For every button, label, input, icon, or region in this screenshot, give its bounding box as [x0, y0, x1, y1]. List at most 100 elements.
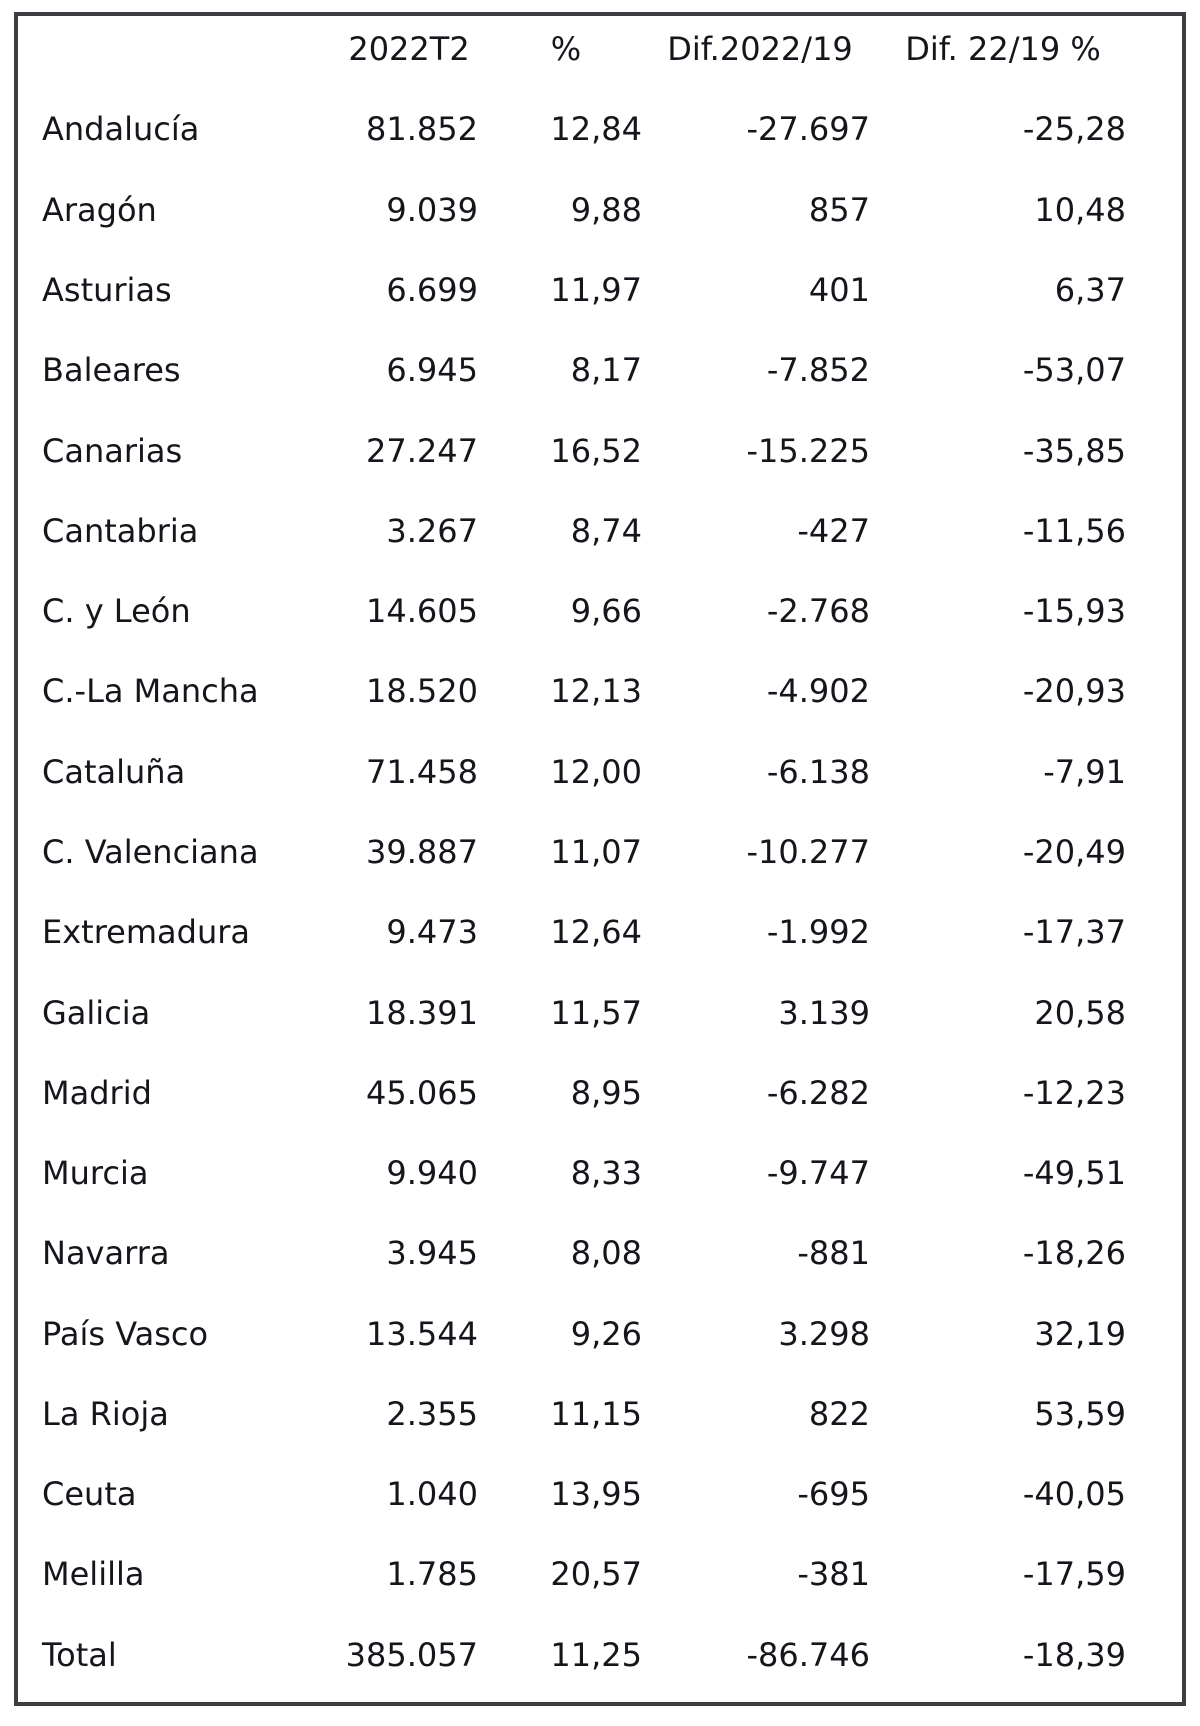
value-cell: 8,08: [570, 1234, 642, 1273]
value-cell: 14.605: [366, 592, 478, 631]
value-cell: -20,93: [1022, 672, 1126, 711]
value-cell: 1.040: [386, 1475, 478, 1514]
table-row: Murcia 9.940 8,33 -9.747 -49,51: [18, 1140, 1182, 1220]
region-cell: Murcia: [42, 1154, 149, 1193]
value-cell: 3.267: [386, 511, 478, 550]
value-cell: 53,59: [1034, 1394, 1126, 1433]
value-cell: -15.225: [746, 431, 870, 470]
value-cell: 12,13: [550, 672, 642, 711]
region-cell: Asturias: [42, 270, 172, 309]
table-row-total: Total 385.057 11,25 -86.746 -18,39: [18, 1622, 1182, 1702]
value-cell: -18,26: [1022, 1234, 1126, 1273]
value-cell: 822: [808, 1394, 870, 1433]
regional-data-table: 2022T2 % Dif.2022/19 Dif. 22/19 % Andalu…: [18, 16, 1182, 1702]
value-cell: 9,88: [570, 190, 642, 229]
column-header-dif-2022-19: Dif.2022/19: [667, 30, 853, 69]
value-cell: 10,48: [1034, 190, 1126, 229]
region-cell: Canarias: [42, 431, 183, 470]
region-cell: Total: [42, 1635, 117, 1674]
table-row: Navarra 3.945 8,08 -881 -18,26: [18, 1220, 1182, 1300]
table-row: Extremadura 9.473 12,64 -1.992 -17,37: [18, 899, 1182, 979]
region-cell: Madrid: [42, 1073, 152, 1112]
value-cell: 11,25: [550, 1635, 642, 1674]
value-cell: 27.247: [366, 431, 478, 470]
table-row: Cantabria 3.267 8,74 -427 -11,56: [18, 498, 1182, 578]
value-cell: 16,52: [550, 431, 642, 470]
value-cell: -6.282: [766, 1073, 870, 1112]
region-cell: Melilla: [42, 1555, 145, 1594]
value-cell: 45.065: [366, 1073, 478, 1112]
value-cell: -86.746: [746, 1635, 870, 1674]
value-cell: 12,84: [550, 110, 642, 149]
value-cell: 3.298: [778, 1314, 870, 1353]
value-cell: 39.887: [366, 832, 478, 871]
value-cell: 6,37: [1054, 270, 1126, 309]
value-cell: -53,07: [1022, 351, 1126, 390]
value-cell: -49,51: [1022, 1154, 1126, 1193]
value-cell: 857: [808, 190, 870, 229]
value-cell: -7,91: [1043, 752, 1126, 791]
value-cell: 8,17: [570, 351, 642, 390]
value-cell: 12,64: [550, 913, 642, 952]
value-cell: -7.852: [766, 351, 870, 390]
table-row: Baleares 6.945 8,17 -7.852 -53,07: [18, 337, 1182, 417]
value-cell: 9.039: [386, 190, 478, 229]
table-row: C. y León 14.605 9,66 -2.768 -15,93: [18, 578, 1182, 658]
region-cell: C. y León: [42, 592, 191, 631]
region-cell: La Rioja: [42, 1394, 169, 1433]
value-cell: 11,07: [550, 832, 642, 871]
value-cell: 3.139: [778, 993, 870, 1032]
value-cell: 1.785: [386, 1555, 478, 1594]
region-cell: Galicia: [42, 993, 151, 1032]
header-row: 2022T2 % Dif.2022/19 Dif. 22/19 %: [18, 16, 1182, 96]
value-cell: -40,05: [1022, 1475, 1126, 1514]
value-cell: 13.544: [366, 1314, 478, 1353]
value-cell: 8,33: [570, 1154, 642, 1193]
value-cell: 12,00: [550, 752, 642, 791]
region-cell: Baleares: [42, 351, 181, 390]
value-cell: -881: [797, 1234, 870, 1273]
table-row: Melilla 1.785 20,57 -381 -17,59: [18, 1541, 1182, 1621]
value-cell: 9.473: [386, 913, 478, 952]
value-cell: -427: [797, 511, 870, 550]
region-cell: Aragón: [42, 190, 157, 229]
value-cell: 81.852: [366, 110, 478, 149]
column-header-pct: %: [550, 30, 582, 69]
value-cell: 11,57: [550, 993, 642, 1032]
region-cell: Ceuta: [42, 1475, 137, 1514]
column-header-region: [18, 16, 340, 96]
value-cell: -15,93: [1022, 592, 1126, 631]
value-cell: -11,56: [1022, 511, 1126, 550]
region-cell: País Vasco: [42, 1314, 209, 1353]
value-cell: 9.940: [386, 1154, 478, 1193]
region-cell: C. Valenciana: [42, 832, 259, 871]
table-row: Madrid 45.065 8,95 -6.282 -12,23: [18, 1060, 1182, 1140]
value-cell: 9,26: [570, 1314, 642, 1353]
value-cell: 9,66: [570, 592, 642, 631]
value-cell: 385.057: [345, 1635, 478, 1674]
value-cell: 20,58: [1034, 993, 1126, 1032]
region-cell: Andalucía: [42, 110, 200, 149]
region-cell: C.-La Mancha: [42, 672, 259, 711]
table-row: Aragón 9.039 9,88 857 10,48: [18, 177, 1182, 257]
value-cell: -6.138: [766, 752, 870, 791]
region-cell: Cantabria: [42, 511, 199, 550]
value-cell: -10.277: [746, 832, 870, 871]
value-cell: -35,85: [1022, 431, 1126, 470]
value-cell: -20,49: [1022, 832, 1126, 871]
region-cell: Navarra: [42, 1234, 170, 1273]
table-row: C.-La Mancha 18.520 12,13 -4.902 -20,93: [18, 658, 1182, 738]
value-cell: -695: [797, 1475, 870, 1514]
value-cell: 71.458: [366, 752, 478, 791]
value-cell: 8,95: [570, 1073, 642, 1112]
value-cell: 401: [808, 270, 870, 309]
value-cell: -17,37: [1022, 913, 1126, 952]
value-cell: -9.747: [766, 1154, 870, 1193]
table-row: Andalucía 81.852 12,84 -27.697 -25,28: [18, 96, 1182, 176]
table-row: Asturias 6.699 11,97 401 6,37: [18, 257, 1182, 337]
table-row: Canarias 27.247 16,52 -15.225 -35,85: [18, 417, 1182, 497]
table-row: Ceuta 1.040 13,95 -695 -40,05: [18, 1461, 1182, 1541]
table-row: País Vasco 13.544 9,26 3.298 32,19: [18, 1301, 1182, 1381]
value-cell: 20,57: [550, 1555, 642, 1594]
value-cell: -17,59: [1022, 1555, 1126, 1594]
